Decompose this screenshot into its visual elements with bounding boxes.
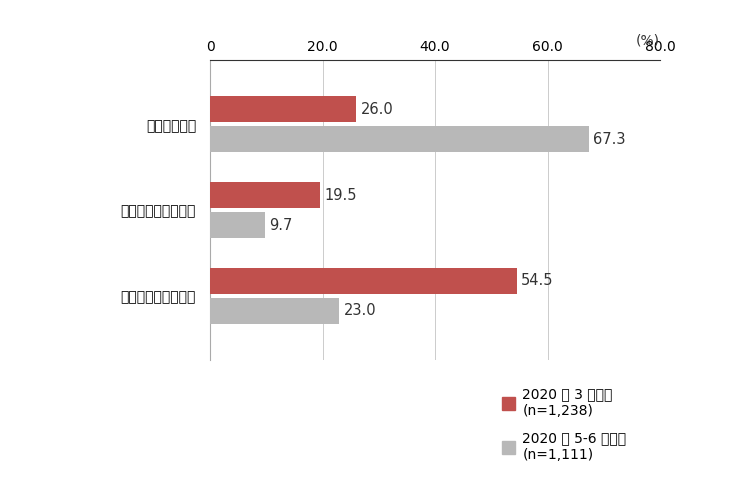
- Text: 23.0: 23.0: [344, 303, 376, 318]
- Bar: [210, 182, 320, 208]
- Bar: [210, 298, 339, 324]
- Bar: [210, 212, 265, 238]
- Text: 54.5: 54.5: [521, 273, 554, 288]
- Text: 26.0: 26.0: [361, 102, 394, 117]
- Text: 67.3: 67.3: [593, 132, 626, 147]
- Text: 9.7: 9.7: [269, 218, 292, 232]
- Legend: 2020 年 3 月調査
(n=1,238), 2020 年 5-6 月調査
(n=1,111): 2020 年 3 月調査 (n=1,238), 2020 年 5-6 月調査 (…: [496, 382, 632, 468]
- Text: 19.5: 19.5: [324, 188, 357, 202]
- Bar: [210, 268, 517, 293]
- Bar: [210, 126, 589, 152]
- Text: (%): (%): [636, 34, 660, 48]
- Bar: [210, 96, 356, 122]
